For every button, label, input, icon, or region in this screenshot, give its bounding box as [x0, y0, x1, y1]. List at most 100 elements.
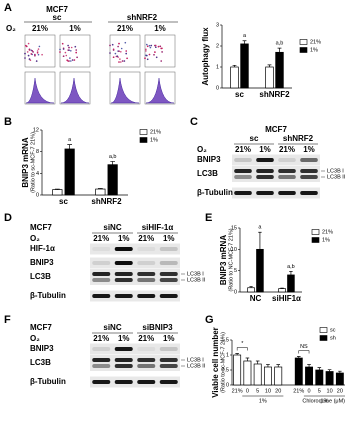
dot: [31, 50, 33, 52]
dot-plot: [59, 34, 91, 68]
side-label: LC3B II: [187, 363, 206, 369]
band: [92, 358, 111, 362]
blot-strip: [232, 187, 320, 199]
lane-label: 1%: [259, 145, 271, 154]
dot: [65, 54, 68, 57]
lane-label: 1%: [163, 234, 175, 243]
panel-label: D: [4, 212, 12, 224]
annotation: NS: [300, 344, 308, 350]
dot-plot: [24, 34, 56, 68]
band: [300, 169, 318, 173]
legend-label: 21%: [322, 229, 333, 235]
dot: [59, 48, 61, 51]
dot-plot: [109, 34, 141, 68]
lane-label: 21%: [93, 334, 109, 343]
band: [92, 261, 111, 265]
band: [92, 272, 111, 276]
x-tick-label: 0: [246, 388, 249, 394]
band: [256, 169, 274, 173]
bar: [243, 360, 252, 386]
dot: [75, 51, 77, 54]
dot: [36, 50, 39, 52]
band: [114, 347, 133, 351]
legend-label: 21%: [150, 129, 161, 135]
band: [92, 294, 111, 298]
dot: [70, 50, 72, 52]
panel-label: B: [4, 116, 12, 128]
x-tick-label: 5: [256, 388, 259, 394]
error-bar: [338, 370, 342, 373]
error-bar: [277, 47, 282, 53]
bar: [95, 188, 106, 196]
lane-label: 21%: [138, 334, 154, 343]
band: [137, 272, 156, 276]
legend-swatch: [311, 229, 320, 235]
band: [300, 191, 318, 195]
dot: [118, 50, 120, 52]
bar: [305, 366, 313, 386]
lane-label: 21%: [32, 24, 48, 33]
bar: [315, 369, 324, 386]
dot: [26, 51, 29, 53]
row-label: HIF-1α: [30, 244, 55, 253]
annotation: a: [68, 137, 72, 143]
dot: [155, 56, 158, 59]
dot: [117, 45, 119, 48]
group-label: sc: [53, 13, 62, 22]
dot: [146, 43, 148, 46]
band: [300, 158, 318, 162]
y-axis-label: BNIP3 mRNA: [219, 235, 228, 285]
histogram: [60, 77, 90, 104]
y-tick-label: 10: [231, 247, 237, 253]
band: [159, 347, 178, 351]
bar: [240, 43, 249, 89]
band: [92, 364, 111, 368]
dot: [160, 60, 162, 62]
band: [159, 380, 178, 384]
side-label: LC3B I: [187, 357, 204, 363]
y-axis-label: Viable cell number: [211, 327, 220, 398]
dot: [34, 54, 36, 57]
blot-strip: [232, 166, 320, 182]
dot: [35, 60, 38, 62]
dot: [76, 56, 78, 59]
row-label: β-Tubulin: [30, 377, 66, 386]
y-tick-label: 4: [36, 171, 39, 177]
bar: [287, 274, 295, 293]
dot: [157, 45, 160, 48]
x-tick-label: sc: [59, 197, 68, 206]
band: [92, 278, 111, 282]
side-label: LC3B II: [327, 174, 346, 180]
bracket: [298, 350, 310, 354]
band: [92, 247, 111, 251]
annotation: a: [258, 225, 262, 231]
cell-line: MCF7: [30, 223, 52, 232]
blot-strip: [90, 290, 180, 302]
band: [278, 175, 296, 179]
band: [114, 364, 133, 368]
dot: [64, 51, 67, 54]
bar: [247, 287, 255, 293]
blot-strip: [90, 269, 180, 285]
dot: [68, 46, 70, 49]
error-bar: [327, 369, 332, 372]
error-bar: [276, 364, 281, 367]
y-axis-sublabel: (Ratio to sc-MCF-7 21%): [30, 132, 36, 193]
error-bar: [67, 144, 73, 149]
x-tick-label: siHIF1α: [272, 294, 301, 303]
band: [137, 358, 156, 362]
lane-label: 21%: [235, 145, 251, 154]
dot: [37, 53, 40, 56]
bar: [335, 372, 344, 386]
bar: [52, 189, 63, 196]
dot: [29, 59, 32, 61]
dot: [68, 60, 70, 62]
dot: [149, 46, 152, 49]
dot: [75, 49, 77, 51]
row-label: LC3B: [30, 358, 51, 367]
dot: [38, 45, 41, 48]
dot: [32, 51, 34, 53]
x-axis-label: Chloroquine (μM): [302, 398, 345, 404]
x-tick-label: 21%: [232, 388, 243, 394]
bar: [230, 66, 239, 89]
